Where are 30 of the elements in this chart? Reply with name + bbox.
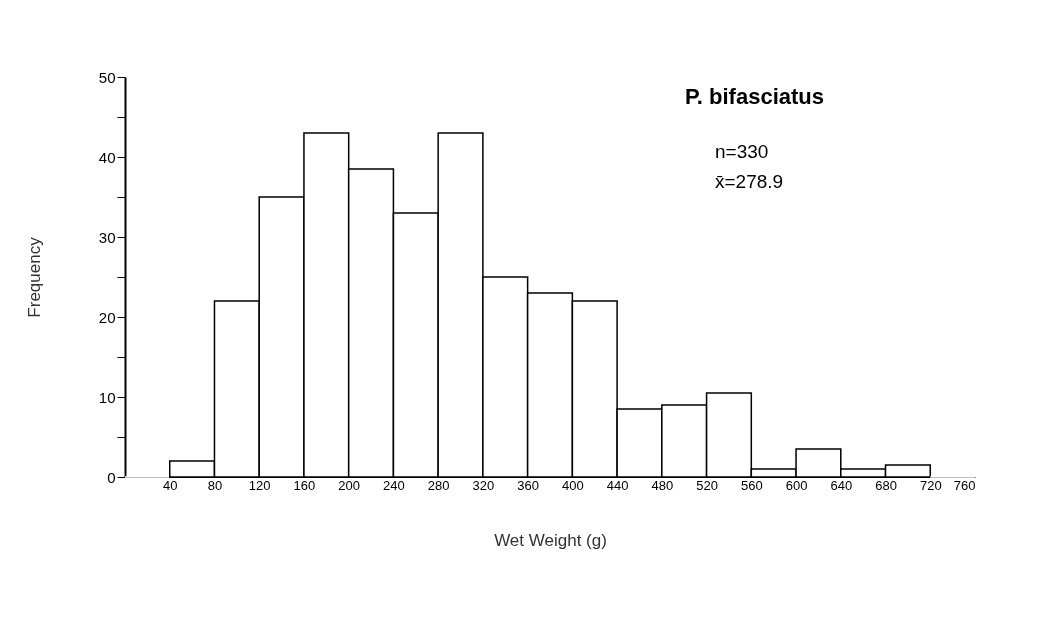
x-tick-label: 240 xyxy=(383,477,405,493)
x-tick-label: 200 xyxy=(338,477,361,493)
x-tick-label: 480 xyxy=(651,477,674,493)
x-tick-label: 160 xyxy=(293,477,316,493)
x-tick-label: 760 xyxy=(953,477,976,493)
y-tick-label: 0 xyxy=(107,468,116,486)
x-tick-label: 680 xyxy=(875,477,897,493)
x-tick-label: 120 xyxy=(248,477,271,493)
x-tick-label: 440 xyxy=(606,477,629,493)
x-tick-label: 640 xyxy=(830,477,853,493)
chart-title: P. bifasciatus xyxy=(685,84,824,109)
x-tick-label: 560 xyxy=(740,477,763,493)
x-tick-label: 600 xyxy=(785,477,808,493)
y-tick-label: 40 xyxy=(98,148,116,166)
y-tick-label: 20 xyxy=(98,308,116,326)
x-tick-label: 280 xyxy=(427,477,450,493)
x-tick-label: 320 xyxy=(472,477,495,493)
y-tick-label: 50 xyxy=(98,68,116,86)
x-tick-label: 80 xyxy=(207,477,223,493)
annotation: n=330 xyxy=(715,141,769,162)
y-tick-label: 10 xyxy=(98,388,116,406)
y-tick-label: 30 xyxy=(98,228,116,246)
y-axis-title: Frequency xyxy=(24,236,44,318)
x-tick-label: 40 xyxy=(163,477,178,493)
x-tick-label: 360 xyxy=(517,477,539,493)
x-tick-label: 720 xyxy=(919,477,942,493)
x-axis-title: Wet Weight (g) xyxy=(494,530,607,550)
annotation: x̄=278.9 xyxy=(715,171,784,192)
x-tick-label: 520 xyxy=(696,477,718,493)
x-tick-label: 400 xyxy=(562,477,584,493)
